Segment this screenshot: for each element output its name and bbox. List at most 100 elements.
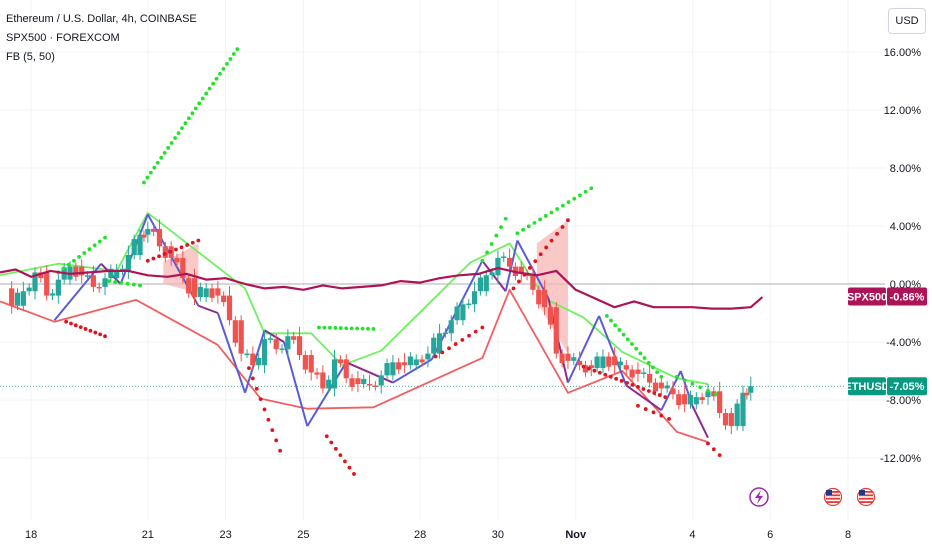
y-tick-label: 8.00% xyxy=(890,163,921,175)
candle-body xyxy=(670,388,676,395)
candle-body xyxy=(343,359,349,379)
sar-dot xyxy=(349,326,354,331)
candle-body xyxy=(425,353,431,360)
candle-body xyxy=(366,384,373,386)
sar-dot xyxy=(578,193,582,198)
y-tick-label: -4.00% xyxy=(886,337,921,349)
chart-legend: Ethereum / U.S. Dollar, 4h, COINBASE SPX… xyxy=(6,10,197,67)
sar-dot xyxy=(78,325,83,330)
sar-dot xyxy=(142,180,146,185)
legend-indicator[interactable]: FB (5, 50) xyxy=(6,51,55,63)
candle-body xyxy=(536,289,542,305)
candle-body xyxy=(647,373,653,383)
sar-dot xyxy=(87,247,92,252)
candle-body xyxy=(483,275,489,292)
candle-body xyxy=(191,278,198,298)
candle-body xyxy=(331,359,338,389)
sar-dot xyxy=(152,165,157,170)
candle-body xyxy=(256,357,262,366)
sar-dot xyxy=(338,453,343,457)
candle-body xyxy=(682,394,688,405)
us-flag-icon-stripe xyxy=(859,491,873,493)
sar-dot xyxy=(503,216,508,221)
sar-dot xyxy=(333,326,338,330)
candle-body xyxy=(390,362,396,376)
y-tick-label: -12.00% xyxy=(880,453,921,465)
sar-dot xyxy=(180,126,184,131)
candle-body xyxy=(617,361,624,366)
legend-main-symbol[interactable]: Ethereum / U.S. Dollar, 4h, COINBASE xyxy=(6,13,197,25)
sar-dot xyxy=(538,252,543,257)
candle-body xyxy=(594,356,600,369)
sar-dot xyxy=(258,397,263,401)
candle-body xyxy=(314,372,320,375)
candle-body xyxy=(588,365,594,369)
candle-body xyxy=(664,385,670,389)
us-flag-icon xyxy=(856,487,876,507)
sar-dot xyxy=(711,447,716,452)
candle-body xyxy=(197,286,203,298)
sar-dot xyxy=(193,106,198,111)
sar-dot xyxy=(621,332,626,337)
candle-body xyxy=(530,273,536,290)
us-flag-icon-stripe xyxy=(859,501,873,503)
x-tick-label-21: 21 xyxy=(142,529,154,541)
candle-body xyxy=(547,307,554,325)
axes: 16.00%12.00%8.00%4.00%0.00%-4.00%-8.00%-… xyxy=(25,47,921,541)
sar-dot xyxy=(555,231,559,236)
sar-dot xyxy=(515,231,520,236)
legend-compare-symbol[interactable]: SPX500 · FOREXCOM xyxy=(6,32,120,44)
candle-body xyxy=(577,360,583,366)
sar-dot xyxy=(168,249,173,254)
sar-dot xyxy=(211,81,215,86)
candle-body xyxy=(495,257,501,276)
sar-dot xyxy=(572,196,577,201)
candle-body xyxy=(722,413,729,426)
sar-dot xyxy=(366,326,370,331)
candle-body xyxy=(145,228,151,235)
sar-dot xyxy=(706,441,710,446)
candle-body xyxy=(442,332,449,335)
sar-dot xyxy=(169,141,174,145)
sar-dot xyxy=(587,366,591,371)
sar-dot xyxy=(190,240,195,245)
sar-dot xyxy=(352,472,356,476)
zigzag-segment xyxy=(392,358,433,384)
candle-body xyxy=(728,413,734,427)
sar-dot xyxy=(173,136,177,140)
sar-dot xyxy=(174,247,178,252)
lightning-icon xyxy=(749,487,769,507)
us-flag-icon-stripe xyxy=(859,497,873,500)
x-tick-label-25: 25 xyxy=(297,529,309,541)
candle-body xyxy=(355,378,361,385)
zigzag-segment xyxy=(198,304,219,314)
candle-body xyxy=(38,272,44,279)
sar-dot xyxy=(636,403,640,408)
sar-dot xyxy=(254,386,259,391)
currency-button[interactable]: USD xyxy=(888,8,926,34)
sar-dot xyxy=(619,378,624,383)
x-tick-label-30: 30 xyxy=(492,529,504,541)
sar-dot xyxy=(61,266,66,271)
us-flag-icon-stripe xyxy=(826,501,840,503)
candle-body xyxy=(96,286,102,289)
candle-body xyxy=(413,359,419,366)
value-tag-symbol: SPX500 xyxy=(847,291,887,303)
candle-body xyxy=(26,287,32,292)
us-flag-icon-stripe xyxy=(826,494,840,497)
sar-dot xyxy=(125,281,130,286)
sar-dot xyxy=(511,286,516,291)
sar-dot xyxy=(560,225,565,229)
candle-body xyxy=(454,306,460,321)
candle-body xyxy=(361,378,367,385)
sar-dot xyxy=(485,250,489,255)
sar-dot xyxy=(651,365,655,370)
candle-body xyxy=(32,272,38,292)
sar-dot xyxy=(560,203,565,208)
sar-dot xyxy=(690,381,695,386)
candle-body xyxy=(641,372,647,374)
sar-dot xyxy=(228,57,233,61)
value-tags: SPX500 -0.86% ETHUSD -7.05% xyxy=(844,287,927,396)
sar-dot xyxy=(499,225,503,230)
